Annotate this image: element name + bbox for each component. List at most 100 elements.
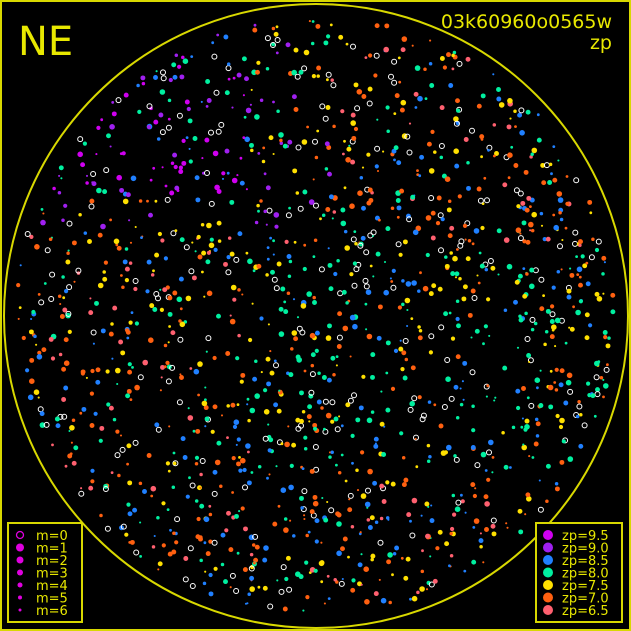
star-marker: [257, 585, 261, 589]
star-marker: [174, 53, 179, 57]
star-marker: [273, 31, 279, 37]
star-marker: [232, 76, 236, 80]
star-marker: [115, 243, 119, 247]
star-marker: [205, 551, 211, 557]
star-marker: [370, 229, 377, 236]
star-marker: [160, 238, 165, 243]
star-marker: [292, 298, 296, 301]
legend-label-zp: zp=9.0: [562, 542, 609, 557]
star-marker: [43, 282, 47, 285]
star-marker: [51, 443, 54, 447]
star-marker: [229, 314, 232, 317]
star-marker: [212, 404, 218, 410]
star-marker: [158, 112, 164, 118]
star-marker: [538, 479, 541, 482]
star-marker: [259, 98, 264, 102]
star-marker: [580, 254, 585, 259]
star-marker: [295, 417, 301, 423]
star-marker: [227, 236, 232, 240]
star-marker: [238, 510, 241, 513]
star-marker: [421, 549, 424, 553]
star-marker: [150, 273, 155, 277]
star-marker: [239, 379, 244, 384]
star-marker: [550, 304, 555, 309]
star-marker: [134, 384, 140, 391]
star-marker: [267, 448, 272, 453]
star-marker: [408, 122, 412, 125]
star-marker: [62, 307, 68, 313]
star-marker: [272, 152, 275, 156]
star-marker: [31, 309, 36, 315]
star-marker: [602, 330, 608, 335]
star-marker: [233, 588, 240, 594]
star-marker: [416, 169, 419, 173]
star-marker: [344, 245, 351, 251]
star-marker: [326, 377, 332, 383]
star-marker: [272, 100, 275, 104]
star-marker: [517, 112, 523, 118]
star-marker: [136, 83, 140, 88]
star-marker: [170, 330, 176, 336]
star-marker: [376, 169, 380, 173]
star-marker: [401, 36, 408, 42]
star-marker: [287, 274, 292, 278]
star-marker: [197, 254, 203, 260]
star-marker: [134, 225, 137, 229]
star-marker: [377, 304, 383, 310]
star-marker: [165, 360, 170, 365]
star-marker: [364, 501, 371, 508]
star-marker: [97, 232, 103, 238]
star-marker: [194, 250, 197, 253]
star-marker: [350, 236, 357, 243]
star-marker: [514, 125, 517, 128]
horizon-circle: [3, 3, 629, 629]
star-marker: [312, 178, 315, 181]
star-marker: [67, 453, 73, 459]
star-marker: [332, 124, 336, 129]
star-marker: [424, 501, 430, 507]
star-marker: [470, 445, 476, 450]
star-marker: [77, 151, 83, 158]
star-marker: [554, 345, 557, 348]
star-marker: [400, 556, 404, 560]
star-marker: [129, 539, 135, 545]
star-marker: [396, 205, 402, 211]
star-marker: [390, 481, 396, 487]
star-marker: [286, 291, 291, 296]
star-marker: [526, 195, 532, 201]
star-marker: [128, 219, 131, 222]
star-marker: [236, 72, 242, 78]
star-marker: [441, 404, 448, 410]
star-marker: [125, 328, 130, 333]
star-marker: [188, 476, 191, 480]
star-marker: [264, 35, 271, 42]
star-marker: [320, 580, 324, 584]
star-marker: [545, 236, 551, 242]
star-marker: [560, 268, 563, 271]
star-marker: [360, 235, 366, 241]
star-marker: [393, 112, 397, 115]
star-marker: [163, 365, 167, 369]
star-marker: [409, 400, 416, 407]
star-marker: [66, 251, 70, 256]
star-marker: [576, 403, 583, 410]
star-marker: [179, 307, 183, 311]
star-marker: [454, 271, 460, 277]
star-marker: [588, 323, 593, 328]
star-marker: [565, 175, 569, 178]
star-marker: [601, 272, 605, 276]
star-marker: [328, 194, 334, 200]
star-marker: [390, 284, 397, 291]
star-marker: [310, 41, 315, 46]
star-marker: [483, 494, 489, 500]
star-marker: [169, 528, 172, 532]
star-marker: [229, 199, 235, 205]
star-marker: [392, 552, 397, 556]
star-marker: [490, 517, 497, 524]
star-marker: [196, 516, 201, 522]
star-marker: [140, 236, 143, 240]
star-marker: [538, 276, 545, 283]
star-marker: [224, 90, 230, 96]
star-marker: [516, 346, 520, 349]
star-marker: [132, 507, 138, 513]
